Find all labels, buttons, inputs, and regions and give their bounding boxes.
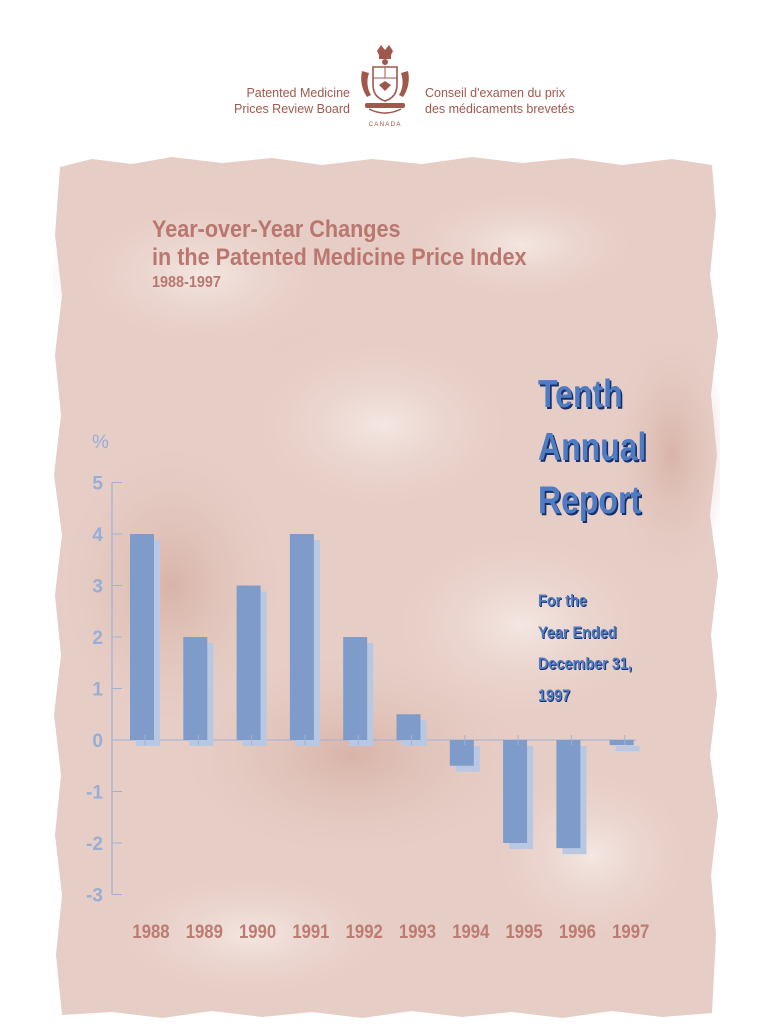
x-tick-label: 1991 — [292, 921, 329, 942]
report-period-line1: For the — [538, 591, 587, 610]
y-tick-label: -2 — [86, 834, 103, 855]
bar-1992 — [343, 637, 368, 740]
x-tick-label: 1995 — [506, 921, 543, 942]
x-tick-label: 1993 — [399, 921, 436, 942]
report-period-line4: 1997 — [538, 685, 571, 705]
org-en-line1: Patented Medicine — [246, 86, 350, 100]
x-tick-label: 1996 — [559, 921, 596, 942]
y-tick-label: 5 — [92, 474, 103, 495]
x-tick-label: 1990 — [239, 921, 276, 942]
x-tick-label: 1988 — [132, 921, 169, 942]
report-title-line1: Tenth — [538, 373, 623, 416]
org-name-english: Patented Medicine Prices Review Board — [234, 85, 350, 117]
y-tick-label: 4 — [92, 525, 103, 546]
x-tick-label: 1997 — [612, 921, 649, 942]
org-fr-line2: des médicaments brevetés — [425, 102, 575, 116]
bar-1996 — [556, 740, 581, 849]
report-period: For the Year Ended December 31, 1997 — [538, 585, 632, 711]
y-tick-label: -3 — [86, 886, 103, 907]
bar-1989 — [183, 637, 208, 740]
country-label: CANADA — [368, 121, 402, 128]
x-tick-label: 1994 — [452, 921, 489, 942]
chart-title-line2: in the Patented Medicine Price Index — [152, 244, 527, 271]
y-tick-label: -1 — [86, 783, 103, 804]
coat-of-arms-icon — [361, 45, 409, 114]
textured-background-panel — [52, 157, 720, 1018]
bar-1988 — [130, 534, 154, 740]
report-title-line2: Annual — [538, 426, 647, 469]
report-period-line2: Year Ended — [538, 622, 617, 642]
y-tick-label: 3 — [92, 577, 103, 598]
report-title-line3: Report — [538, 479, 642, 522]
chart-title-block: Year-over-Year Changes in the Patented M… — [152, 216, 568, 294]
bar-1995 — [503, 740, 528, 843]
report-title: Tenth Annual Report — [538, 368, 646, 527]
x-tick-label: 1992 — [346, 921, 383, 942]
y-tick-label: 1 — [92, 680, 103, 701]
bar-1994 — [449, 740, 474, 766]
chart-subtitle: 1988-1997 — [152, 274, 221, 291]
org-en-line2: Prices Review Board — [233, 102, 350, 116]
bar-1993 — [396, 714, 421, 740]
bar-1997 — [609, 740, 634, 746]
report-period-line3: December 31, — [538, 654, 632, 673]
header: Patented Medicine Prices Review Board CA… — [0, 40, 770, 150]
x-tick-label: 1989 — [186, 921, 223, 942]
bar-1991 — [289, 534, 314, 740]
chart-title: Year-over-Year Changes — [152, 216, 401, 243]
bar-1990 — [236, 585, 261, 740]
y-axis-unit-label: % — [92, 432, 109, 453]
bar-shadow — [615, 746, 640, 752]
y-tick-label: 0 — [92, 731, 103, 752]
org-name-french: Conseil d'examen du prix des médicaments… — [425, 85, 574, 117]
y-tick-label: 2 — [92, 628, 103, 649]
org-fr-line1: Conseil d'examen du prix — [425, 86, 565, 100]
